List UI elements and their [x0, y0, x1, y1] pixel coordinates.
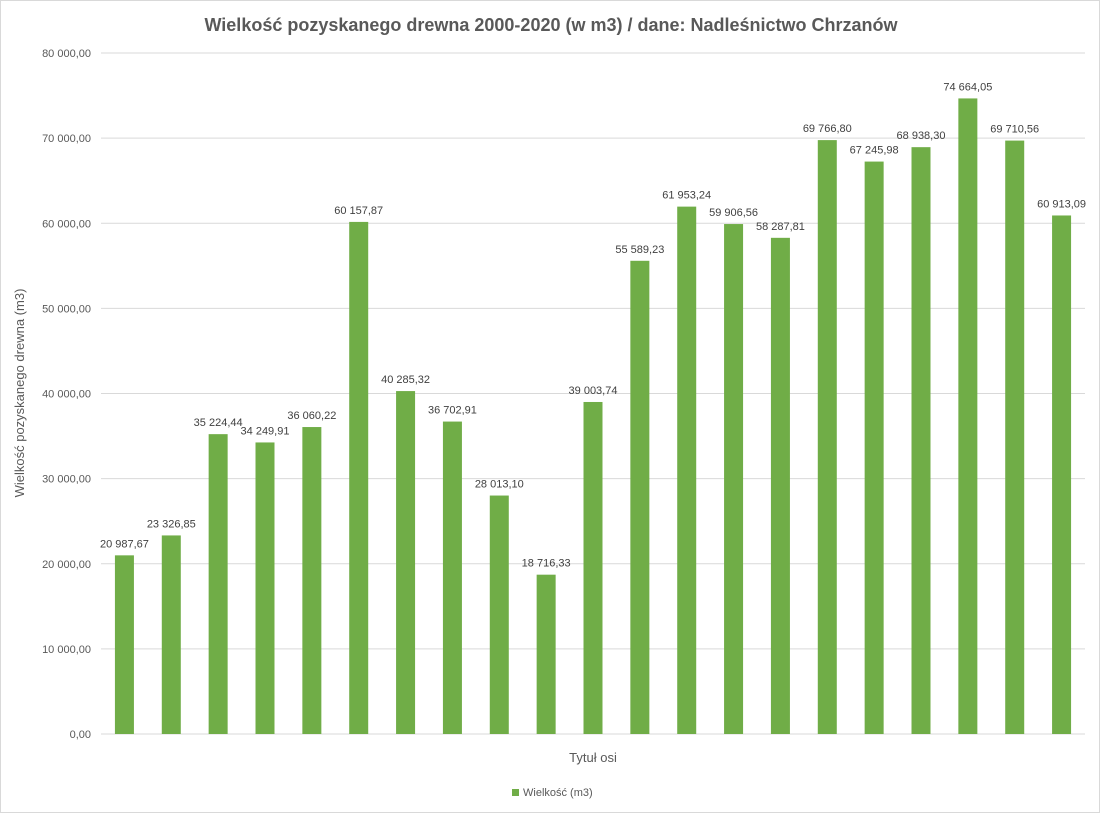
- legend-swatch: [512, 789, 519, 796]
- bar: [161, 535, 181, 734]
- data-label: 35 224,44: [194, 417, 243, 429]
- bar: [724, 224, 744, 734]
- data-label: 40 285,32: [381, 374, 430, 386]
- data-label: 55 589,23: [615, 244, 664, 256]
- y-tick-label: 70 000,00: [42, 133, 91, 145]
- y-tick-label: 50 000,00: [42, 303, 91, 315]
- y-tick-label: 40 000,00: [42, 389, 91, 401]
- data-label: 60 913,09: [1037, 198, 1086, 210]
- bar: [302, 427, 322, 734]
- legend: Wielkość (m3): [512, 787, 593, 799]
- y-axis-title: Wielkość pozyskanego drewna (m3): [12, 289, 27, 498]
- y-tick-label: 10 000,00: [42, 644, 91, 656]
- bar: [536, 574, 556, 734]
- bar: [911, 147, 931, 734]
- y-tick-label: 0,00: [70, 729, 91, 741]
- bar: [630, 260, 650, 734]
- data-label: 74 664,05: [943, 81, 992, 93]
- y-tick-label: 80 000,00: [42, 48, 91, 60]
- data-label: 20 987,67: [100, 538, 149, 550]
- y-tick-label: 60 000,00: [42, 218, 91, 230]
- y-tick-label: 30 000,00: [42, 474, 91, 486]
- bar: [864, 161, 884, 734]
- data-label: 36 060,22: [287, 410, 336, 422]
- data-label: 39 003,74: [569, 385, 618, 397]
- data-label: 69 710,56: [990, 124, 1039, 136]
- bar: [114, 555, 134, 734]
- bar: [770, 237, 790, 734]
- bar: [255, 442, 275, 734]
- bar: [583, 401, 603, 734]
- data-label: 69 766,80: [803, 123, 852, 135]
- bar: [958, 98, 978, 735]
- y-tick-label: 20 000,00: [42, 559, 91, 571]
- bar: [396, 391, 416, 734]
- data-label: 36 702,91: [428, 405, 477, 417]
- data-label: 28 013,10: [475, 479, 524, 491]
- x-axis-title: Tytuł osi: [569, 750, 617, 765]
- data-label: 23 326,85: [147, 518, 196, 530]
- legend-label: Wielkość (m3): [523, 787, 593, 799]
- bar: [1052, 215, 1072, 735]
- data-label: 18 716,33: [522, 558, 571, 570]
- bar: [349, 221, 369, 734]
- data-label: 34 249,91: [241, 425, 290, 437]
- data-label: 60 157,87: [334, 205, 383, 217]
- bar: [817, 140, 837, 734]
- data-label: 61 953,24: [662, 190, 711, 202]
- bar: [208, 434, 228, 734]
- bar: [442, 421, 462, 734]
- data-label: 68 938,30: [897, 130, 946, 142]
- bar: [489, 495, 509, 734]
- bar: [677, 206, 697, 734]
- data-label: 67 245,98: [850, 145, 899, 157]
- data-label: 59 906,56: [709, 207, 758, 219]
- chart-title: Wielkość pozyskanego drewna 2000-2020 (w…: [204, 15, 898, 35]
- data-label: 58 287,81: [756, 221, 805, 233]
- bar: [1005, 140, 1025, 734]
